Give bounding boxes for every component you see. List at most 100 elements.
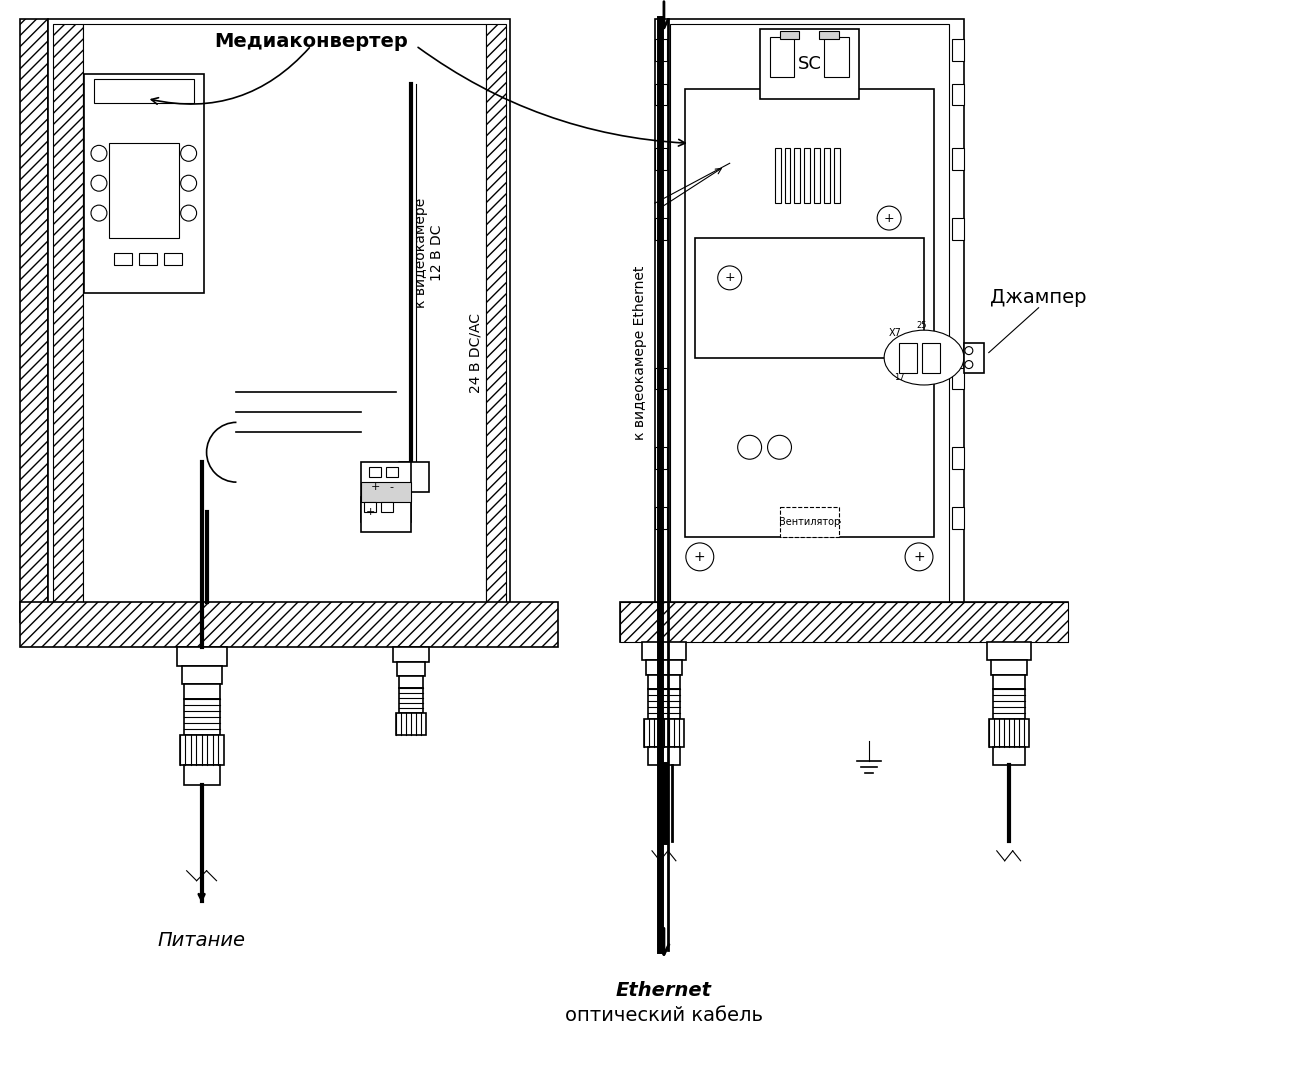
Bar (642, 642, 686, 660)
Bar (655, 83, 667, 106)
Text: +: + (884, 212, 894, 225)
Bar (952, 367, 964, 390)
Text: к видеокамере Ethernet: к видеокамере Ethernet (633, 266, 647, 440)
Bar (779, 30, 800, 39)
Text: +: + (366, 507, 375, 517)
Bar (991, 660, 1027, 675)
Text: Питание: Питание (158, 931, 245, 950)
Bar (952, 39, 964, 60)
Bar (381, 502, 393, 512)
Bar (760, 29, 859, 98)
Text: +: + (725, 271, 735, 284)
Bar (655, 218, 667, 240)
Bar (84, 73, 204, 293)
Bar (399, 688, 422, 713)
Bar (370, 468, 381, 477)
Text: SC: SC (797, 55, 822, 72)
Circle shape (181, 175, 196, 191)
Bar (360, 482, 411, 502)
Circle shape (738, 435, 761, 459)
Bar (83, 24, 486, 617)
Circle shape (181, 146, 196, 161)
Bar (183, 685, 220, 700)
Circle shape (965, 361, 973, 368)
Bar (164, 253, 182, 265)
Bar (109, 144, 178, 238)
Bar (364, 502, 376, 512)
Bar (992, 747, 1025, 765)
Circle shape (906, 543, 933, 571)
Text: 25: 25 (917, 321, 928, 330)
Bar (952, 218, 964, 240)
Bar (649, 747, 680, 765)
Bar (835, 148, 840, 203)
Bar (655, 447, 667, 469)
Text: 24 В DC/AC: 24 В DC/AC (469, 312, 483, 393)
Bar (360, 497, 411, 532)
Bar (899, 342, 917, 373)
Text: к видеокамере
12 В DC: к видеокамере 12 В DC (413, 198, 444, 308)
Bar (964, 342, 983, 373)
Bar (643, 719, 683, 747)
Text: Медиаконвертер: Медиаконвертер (214, 32, 408, 51)
Text: 17: 17 (894, 373, 904, 382)
Circle shape (718, 266, 742, 289)
Bar (922, 342, 941, 373)
Bar (952, 507, 964, 529)
Bar (655, 148, 667, 171)
Bar (649, 675, 680, 689)
Bar (824, 37, 849, 77)
Bar (992, 675, 1025, 689)
Bar (138, 253, 156, 265)
Text: +: + (694, 550, 705, 564)
Bar (819, 30, 840, 39)
Bar (784, 148, 791, 203)
Bar (952, 148, 964, 171)
Bar (48, 18, 510, 622)
Circle shape (877, 206, 901, 230)
Text: X7: X7 (889, 327, 902, 338)
Circle shape (90, 205, 107, 221)
Circle shape (181, 205, 196, 221)
Bar (114, 253, 132, 265)
Bar (360, 462, 411, 522)
FancyArrowPatch shape (151, 48, 309, 105)
Bar (21, 18, 48, 622)
Bar (646, 660, 682, 675)
Bar (486, 24, 505, 617)
Text: Вентилятор: Вентилятор (779, 517, 840, 527)
Bar (770, 37, 795, 77)
Bar (805, 148, 810, 203)
Bar (795, 148, 801, 203)
Bar (695, 238, 924, 357)
Bar (21, 602, 558, 647)
Text: оптический кабель: оптический кабель (565, 1005, 764, 1025)
Bar (655, 507, 667, 529)
Bar (655, 39, 667, 60)
Bar (649, 689, 680, 719)
Text: -: - (390, 482, 394, 492)
Text: +: + (913, 550, 925, 564)
Bar (655, 367, 667, 390)
Bar (814, 148, 820, 203)
Bar (395, 713, 426, 735)
Bar (94, 79, 194, 104)
Bar (824, 148, 831, 203)
FancyArrowPatch shape (419, 48, 685, 146)
Circle shape (767, 435, 792, 459)
Circle shape (686, 543, 713, 571)
Bar (399, 676, 422, 688)
Circle shape (965, 347, 973, 354)
Bar (177, 647, 226, 666)
Bar (53, 24, 83, 617)
Bar (779, 507, 840, 537)
Bar (180, 735, 224, 765)
Bar (988, 719, 1028, 747)
Bar (393, 647, 429, 662)
Bar (620, 602, 1068, 642)
Text: -: - (385, 507, 389, 517)
Bar (182, 666, 221, 685)
Bar (952, 83, 964, 106)
Bar (952, 447, 964, 469)
Bar (671, 24, 948, 611)
